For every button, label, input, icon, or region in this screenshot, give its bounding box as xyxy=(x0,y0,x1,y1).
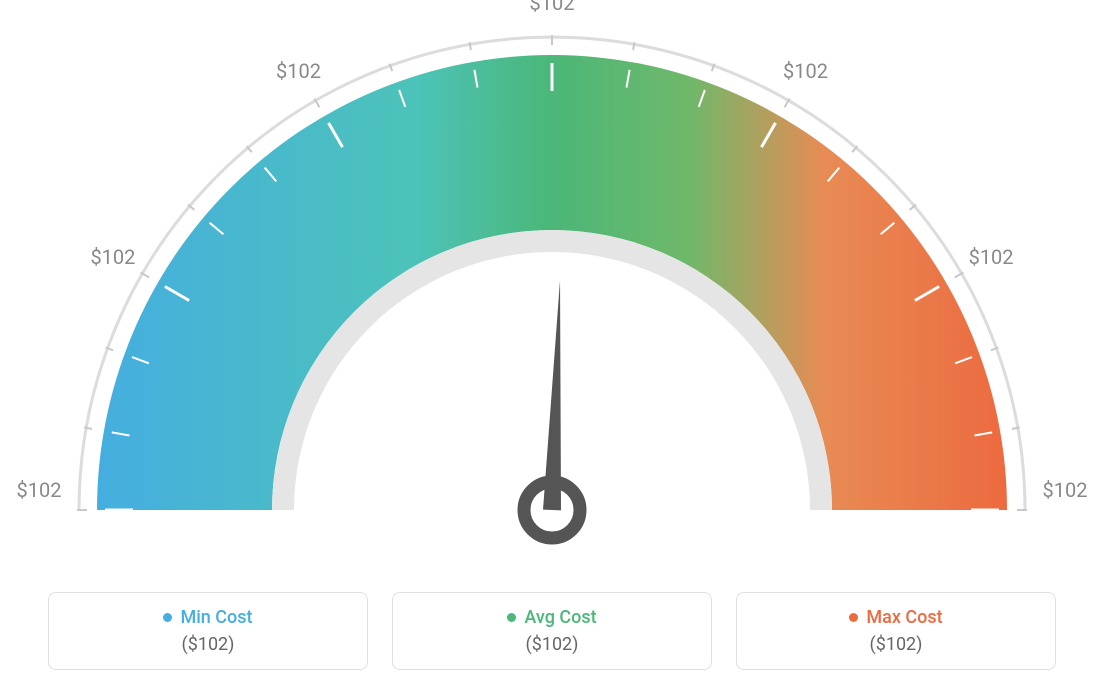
legend-row: Min Cost ($102) Avg Cost ($102) Max Cost… xyxy=(0,592,1104,670)
legend-title-max: Max Cost xyxy=(866,607,942,628)
legend-value-min: ($102) xyxy=(182,634,235,655)
legend-title-row: Avg Cost xyxy=(507,607,596,628)
gauge-tick-label: $102 xyxy=(1043,478,1088,502)
legend-value-avg: ($102) xyxy=(526,634,579,655)
gauge-tick-label: $102 xyxy=(530,0,575,15)
gauge-tick-label: $102 xyxy=(90,245,135,269)
legend-title-row: Min Cost xyxy=(163,607,252,628)
gauge-tick-label: $102 xyxy=(969,245,1014,269)
legend-value-max: ($102) xyxy=(870,634,923,655)
legend-dot-max xyxy=(849,613,858,622)
legend-card-max: Max Cost ($102) xyxy=(736,592,1056,670)
gauge-tick-label: $102 xyxy=(17,478,62,502)
legend-card-min: Min Cost ($102) xyxy=(48,592,368,670)
gauge-tick-label: $102 xyxy=(276,59,321,83)
legend-card-avg: Avg Cost ($102) xyxy=(392,592,712,670)
legend-title-avg: Avg Cost xyxy=(524,607,596,628)
legend-title-min: Min Cost xyxy=(180,607,252,628)
gauge-chart: $102 $102 $102 $102 $102 $102 $102 xyxy=(0,0,1104,560)
gauge-svg xyxy=(0,0,1104,560)
legend-dot-avg xyxy=(507,613,516,622)
legend-title-row: Max Cost xyxy=(849,607,942,628)
gauge-tick-label: $102 xyxy=(783,59,828,83)
legend-dot-min xyxy=(163,613,172,622)
